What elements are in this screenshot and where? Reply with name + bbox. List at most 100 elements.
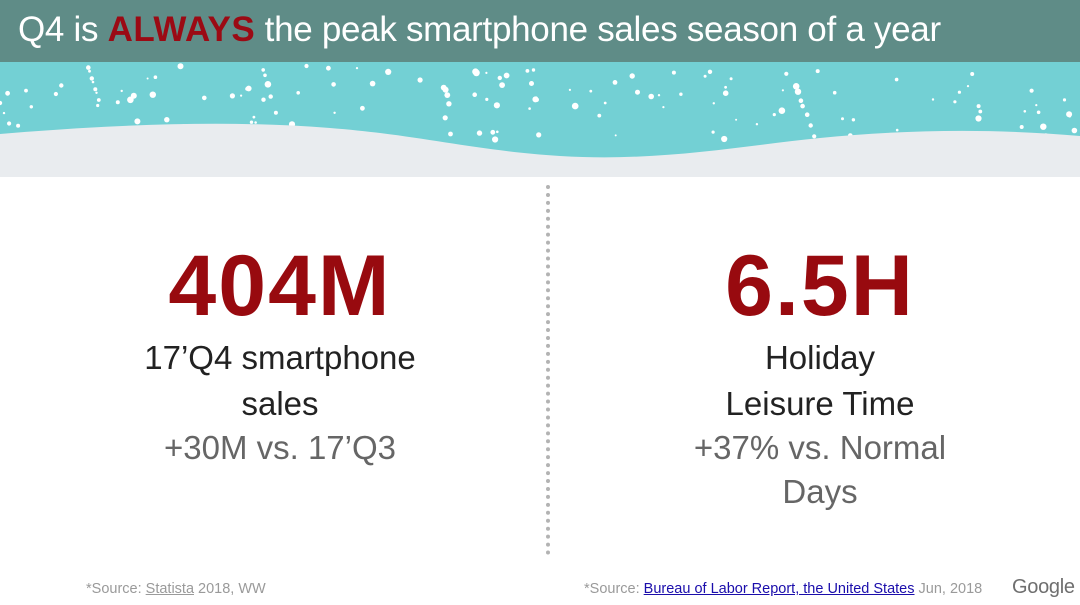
snowflake <box>571 102 579 110</box>
snowflake <box>755 123 759 126</box>
source-left: *Source: Statista 2018, WW <box>86 581 266 597</box>
snowflake <box>528 107 531 110</box>
snowflake <box>1068 114 1072 118</box>
source-suffix: Jun, 2018 <box>914 581 983 597</box>
snowflake <box>120 89 123 93</box>
snowflake <box>296 91 301 95</box>
snowflake <box>792 83 800 90</box>
snowflake <box>490 129 496 135</box>
stat-value: 404M <box>168 238 392 334</box>
snowflake <box>894 77 899 82</box>
snowflake <box>448 131 453 137</box>
snowflake <box>781 89 785 92</box>
snowflake <box>603 101 607 105</box>
stat-description-line: Holiday <box>764 339 876 376</box>
snowflake <box>164 117 170 123</box>
snowflake <box>1071 127 1078 134</box>
snowflake <box>953 100 957 104</box>
snowflake <box>245 87 250 91</box>
snowflake <box>832 90 837 95</box>
snowflake <box>499 82 505 88</box>
snowflake <box>800 103 805 109</box>
snowflake <box>86 65 91 70</box>
snowflake <box>808 123 813 128</box>
snowflake <box>273 110 278 115</box>
source-link-statista[interactable]: Statista <box>145 581 195 597</box>
stat-comparison-line: Days <box>782 473 858 510</box>
snowflake <box>249 120 254 124</box>
snowflake <box>635 89 640 95</box>
snowflake <box>1029 88 1034 93</box>
snowflake <box>115 100 120 105</box>
snowflake <box>815 69 820 74</box>
snowflake <box>503 72 510 79</box>
snowflake <box>496 130 499 134</box>
snowflake <box>493 102 500 109</box>
snowflake <box>1023 110 1027 113</box>
snowflake <box>485 71 488 74</box>
stat-value: 6.5H <box>725 238 915 334</box>
snowflake <box>703 74 707 78</box>
snowflake <box>794 88 802 95</box>
stat-description-line: Leisure Time <box>725 385 915 422</box>
snowflake <box>252 115 256 119</box>
title-emphasis: ALWAYS <box>107 10 256 49</box>
snowflake <box>597 113 602 118</box>
snowflake <box>529 81 534 86</box>
center-divider <box>546 185 550 555</box>
snowflake <box>614 134 617 137</box>
slide-title: Q4 is ALWAYS the peak smartphone sales s… <box>18 10 941 50</box>
snowflake <box>778 107 786 114</box>
snowflake <box>735 118 738 121</box>
snowflake <box>1019 125 1024 129</box>
snow-banner <box>0 62 1080 177</box>
snow-drift <box>0 123 1080 177</box>
snowflake <box>975 115 982 122</box>
source-link-bureau-of-labor[interactable]: Bureau of Labor Report, the United State… <box>643 581 915 597</box>
snowflake <box>369 80 376 87</box>
snowflake <box>476 130 483 136</box>
stat-description-line: sales <box>241 385 319 422</box>
snowflake <box>629 73 635 79</box>
source-suffix: 2018, WW <box>194 581 266 597</box>
snowflake <box>472 68 479 75</box>
snowflake <box>798 98 804 103</box>
snowflake <box>966 85 970 88</box>
snowflake <box>492 136 499 143</box>
snowflake <box>355 67 359 70</box>
snowflake <box>153 75 158 79</box>
stat-leisure-time: 6.5H Holiday Leisure Time +37% vs. Norma… <box>600 238 1040 514</box>
snowflake <box>53 91 59 97</box>
snowflake <box>534 97 539 102</box>
snowflake <box>497 75 502 81</box>
snowflake <box>1062 98 1067 102</box>
stat-description-line: 17’Q4 smartphone <box>144 339 416 376</box>
snowflake <box>568 88 572 91</box>
snowflake <box>326 65 331 71</box>
snowflake <box>0 100 3 106</box>
snowflake <box>957 90 962 94</box>
snowflake <box>88 69 91 73</box>
source-prefix: *Source: <box>584 581 644 597</box>
snowflake <box>95 91 98 94</box>
snowflake <box>127 96 134 104</box>
snowflake <box>589 89 593 93</box>
snowflake <box>16 123 21 128</box>
snowflake <box>729 77 733 81</box>
snowflake <box>784 71 789 76</box>
snowflake <box>1035 104 1038 107</box>
stat-comparison-line: +30M vs. 17’Q3 <box>163 429 397 466</box>
snowflake <box>679 92 683 96</box>
snowflake <box>712 102 715 105</box>
snowflake <box>268 94 273 99</box>
snowflake <box>485 97 489 101</box>
snowflake <box>134 118 141 125</box>
source-right: *Source: Bureau of Labor Report, the Uni… <box>584 581 982 597</box>
snowflake <box>804 112 810 117</box>
snowflake <box>229 93 235 99</box>
snowflake <box>536 132 542 138</box>
snowflake <box>721 135 728 143</box>
snowflake <box>261 68 266 72</box>
snowflake <box>1040 123 1047 130</box>
snowflake <box>263 73 267 78</box>
